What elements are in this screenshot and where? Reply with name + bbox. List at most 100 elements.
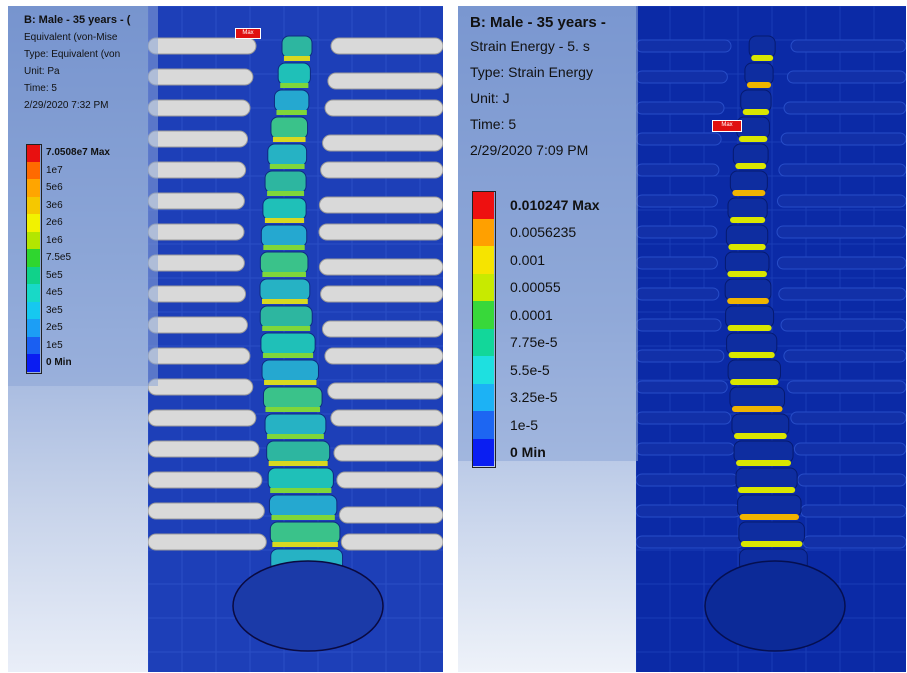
spring-element [148, 409, 257, 427]
spring-element [800, 504, 906, 518]
disc [751, 55, 774, 61]
disc [280, 83, 309, 88]
spring-element [148, 223, 245, 241]
vertebra [724, 278, 772, 302]
disc [727, 298, 769, 304]
disc [271, 515, 335, 520]
legend-entry: 5e5 [26, 266, 110, 284]
disc [727, 271, 767, 277]
strain-energy-result-panel: Max B: Male - 35 years - Strain Energy -… [458, 6, 906, 672]
legend-entry: 1e-5 [472, 411, 600, 439]
legend-entry: 7.75e-5 [472, 328, 600, 356]
vertebra [725, 224, 769, 248]
disc [267, 191, 305, 196]
legend-label: 0.010247 Max [510, 196, 600, 213]
legend-entry: 0.010247 Max [472, 191, 600, 219]
vertebra [259, 251, 309, 275]
legend-swatch [472, 273, 494, 301]
color-legend: 7.0508e7 Max 1e7 5e6 3e6 2e6 1e6 7.5e5 5e5 4e5 3e… [26, 144, 110, 374]
spring-element [636, 287, 720, 301]
result-unit: Unit: J [470, 90, 510, 106]
spring-element [336, 471, 443, 489]
spring-element [636, 70, 728, 84]
spine-model-viewport-stress[interactable] [148, 6, 443, 672]
spring-element [636, 39, 732, 53]
disc [740, 541, 803, 547]
vertebra [281, 35, 313, 59]
spring-element [790, 411, 906, 425]
disc [262, 326, 311, 331]
vertebra [264, 413, 327, 437]
legend-entry: 0 Min [472, 438, 600, 466]
legend-entry: 3e6 [26, 196, 110, 214]
legend-label: 7.75e-5 [510, 334, 558, 351]
vertebra [266, 440, 331, 464]
spring-element [148, 378, 254, 396]
legend-entry: 1e7 [26, 161, 110, 179]
spring-element [636, 380, 728, 394]
vertebra [262, 197, 307, 221]
disc [267, 434, 324, 439]
legend-swatch [472, 438, 494, 466]
vertebra [735, 467, 798, 491]
legend-label: 5.5e-5 [510, 361, 550, 378]
legend-swatch [472, 246, 494, 274]
spring-element [327, 382, 443, 400]
spring-element [780, 132, 906, 146]
disc [262, 299, 308, 304]
disc [729, 217, 766, 223]
spring-element [318, 196, 443, 214]
disc [284, 56, 311, 61]
legend-entry: 2e5 [26, 319, 110, 337]
max-marker-label: Max [235, 28, 261, 39]
result-time: Time: 5 [470, 116, 517, 132]
legend-entry: 3e5 [26, 301, 110, 319]
vertebra [732, 143, 769, 167]
vertebra [262, 386, 323, 410]
pelvis [704, 560, 846, 652]
spring-element [148, 533, 267, 551]
legend-entry: 5.5e-5 [472, 356, 600, 384]
legend-swatch [472, 411, 494, 439]
spine-strain-model [636, 6, 906, 672]
legend-swatch [26, 284, 40, 302]
spring-element [636, 256, 718, 270]
vertebra [748, 35, 776, 59]
spring-element [148, 130, 249, 148]
spring-element [148, 68, 254, 86]
spring-element [324, 347, 443, 365]
spring-element [780, 318, 906, 332]
disc [263, 245, 305, 250]
vertebra [729, 170, 768, 194]
spring-element [321, 320, 443, 338]
spring-element [783, 101, 906, 115]
analysis-title: B: Male - 35 years - ( [24, 14, 131, 26]
disc [272, 137, 306, 142]
disc [737, 487, 796, 493]
spring-element [327, 72, 443, 90]
vertebra [729, 386, 786, 410]
disc [731, 406, 783, 412]
legend-swatch [26, 301, 40, 319]
spring-element [636, 535, 744, 549]
legend-entry: 7.5e5 [26, 249, 110, 267]
legend-entry: 4e5 [26, 284, 110, 302]
vertebra [726, 332, 778, 356]
spring-element [783, 349, 906, 363]
spine-model-viewport-strain[interactable] [636, 6, 906, 672]
legend-label: 2e6 [46, 217, 63, 229]
legend-label: 1e7 [46, 164, 63, 176]
vertebra [260, 332, 316, 356]
disc [270, 488, 332, 493]
legend-entry: 0.0001 [472, 301, 600, 329]
legend-label: 1e5 [46, 339, 63, 351]
legend-label: 0.001 [510, 251, 546, 268]
legend-swatch [26, 144, 40, 162]
spring-element [636, 225, 718, 239]
disc [268, 461, 328, 466]
disc [736, 460, 792, 466]
vertebra [277, 62, 311, 86]
legend-label: 4e5 [46, 287, 63, 299]
legend-swatch [472, 356, 494, 384]
spring-element [636, 442, 735, 456]
